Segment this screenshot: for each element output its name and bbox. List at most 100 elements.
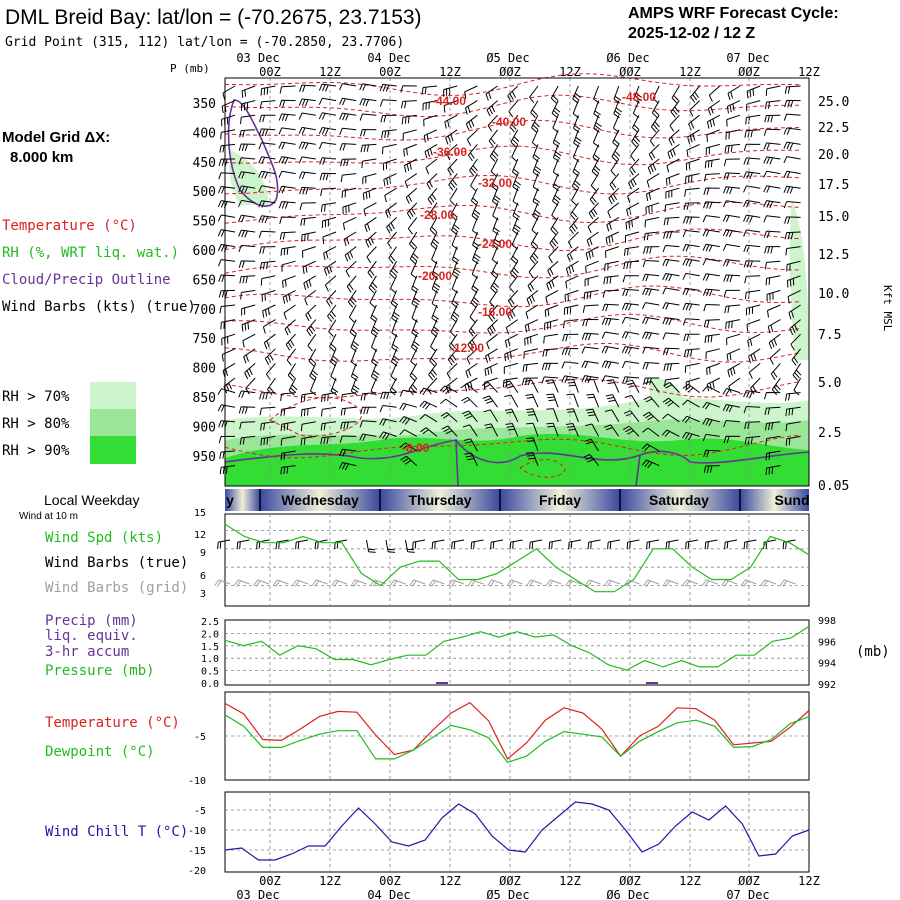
wind-barb: [371, 348, 379, 367]
precip-tick: 2.0: [201, 629, 219, 640]
wind-barb-true: [685, 539, 699, 550]
wind-barb: [217, 404, 236, 412]
pressure-line: [224, 625, 810, 671]
wind-barb: [464, 452, 478, 466]
top-hour-label: ØØZ: [738, 65, 760, 79]
wind-barb: [644, 380, 660, 393]
wind-barb: [604, 424, 620, 437]
dewpoint-panel-label: Dewpoint (°C): [45, 744, 155, 760]
wind-barb: [707, 100, 721, 116]
wind-barb: [703, 319, 720, 328]
wind-barb: [280, 465, 296, 475]
wind-barb: [298, 156, 316, 164]
wind-barb-grid: [506, 579, 523, 587]
wind-tick: 15: [194, 508, 206, 519]
wind-barb-grid: [779, 579, 796, 587]
wind-barb: [581, 346, 599, 354]
temperature-contour-label: -24.00: [478, 237, 512, 251]
wind-barb: [406, 202, 418, 220]
temp-panel-label: Temperature (°C): [45, 715, 180, 731]
wind-barb: [239, 421, 256, 430]
weekday-segment: [225, 489, 260, 511]
wind-barb: [238, 390, 256, 398]
wind-barb: [422, 100, 438, 111]
wind-barb-true: [405, 539, 415, 553]
wind-barb: [662, 317, 680, 326]
wind-barb: [381, 129, 397, 139]
wind-barb: [588, 202, 599, 220]
wind-barb: [301, 231, 316, 242]
wind-barb: [400, 100, 417, 109]
wind-barb: [444, 114, 458, 129]
wind-barb: [318, 112, 337, 120]
wind-barb: [683, 202, 700, 211]
wind-barb: [260, 85, 276, 96]
top-date-label: 03 Dec: [236, 51, 279, 65]
wind-barb: [744, 435, 761, 445]
wind-barb: [686, 143, 700, 158]
wind-barb: [564, 289, 579, 302]
wind-barb: [469, 304, 478, 323]
wind-barb: [280, 246, 296, 256]
wind-height-label: Wind at 10 m: [19, 511, 78, 522]
wind-barb: [527, 275, 539, 292]
wind-barb: [338, 462, 357, 471]
wind-barb: [258, 215, 276, 224]
wind-barb: [743, 406, 761, 414]
wind-barb: [727, 85, 741, 101]
height-tick: 0.05: [818, 479, 849, 494]
temperature-contour: [269, 397, 363, 437]
wind-barb: [642, 260, 660, 268]
wind-barb: [561, 375, 579, 384]
wind-barb: [605, 231, 620, 245]
wind-barb-grid: [740, 579, 757, 587]
wind-barb: [431, 290, 439, 309]
wind-barb: [788, 304, 801, 320]
wind-barb: [298, 98, 316, 107]
wind-barb-grid: [214, 579, 231, 587]
wind-barb: [408, 231, 418, 250]
wind-barb: [466, 129, 478, 146]
wind-barb: [532, 188, 541, 206]
wind-barb: [723, 172, 741, 180]
wind-barb: [625, 231, 640, 243]
wind-barb: [763, 185, 781, 193]
model-grid-value: 8.000 km: [10, 149, 73, 166]
wind-barb: [743, 214, 761, 223]
wind-barb: [525, 452, 539, 466]
wind-barb: [783, 201, 801, 209]
wind-barb: [665, 187, 680, 199]
wind-barb: [613, 85, 622, 104]
wind-barb: [770, 363, 781, 381]
wind-barb: [399, 442, 418, 452]
windchill-line: [224, 801, 810, 861]
wind-barb: [528, 260, 539, 278]
wind-barb: [550, 217, 559, 235]
wind-barb: [565, 260, 579, 276]
windchill-tick: -5: [194, 806, 206, 817]
wind-barb: [584, 275, 599, 287]
wind-barb: [426, 173, 438, 190]
wind-barb: [512, 217, 521, 236]
wind-barb: [764, 406, 781, 416]
wind-barb-grid: [526, 579, 543, 587]
pressure-unit-label: (mb): [856, 644, 890, 660]
wind-barb: [632, 114, 640, 133]
wind-barb: [487, 114, 498, 132]
wind-barb: [647, 158, 660, 175]
weekday-segment: [500, 489, 620, 511]
wind-barb: [611, 144, 621, 162]
wind-barb: [783, 141, 801, 150]
wind-tick: 12: [194, 530, 206, 541]
wind-barb: [569, 217, 579, 235]
wind-barb: [300, 435, 316, 446]
wind-barb: [420, 427, 438, 437]
wind-barb: [726, 100, 741, 114]
wind-barb: [784, 85, 801, 94]
wind-barb: [239, 275, 256, 284]
wind-barb: [706, 362, 720, 376]
wind-barb: [472, 231, 480, 250]
wind-barb: [399, 416, 417, 425]
wind-barb: [724, 304, 741, 314]
wind-barb: [341, 187, 357, 199]
